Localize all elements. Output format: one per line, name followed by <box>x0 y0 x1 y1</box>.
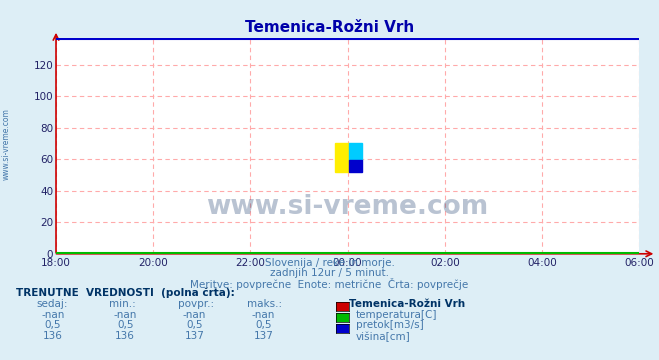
Text: -nan: -nan <box>252 310 275 320</box>
Text: min.:: min.: <box>109 299 136 309</box>
Text: -nan: -nan <box>41 310 65 320</box>
Text: Temenica-Rožni Vrh: Temenica-Rožni Vrh <box>349 299 465 309</box>
Text: Temenica-Rožni Vrh: Temenica-Rožni Vrh <box>245 20 414 35</box>
Text: www.si-vreme.com: www.si-vreme.com <box>206 194 489 220</box>
Text: -nan: -nan <box>113 310 137 320</box>
Text: www.si-vreme.com: www.si-vreme.com <box>2 108 11 180</box>
Text: TRENUTNE  VREDNOSTI  (polna črta):: TRENUTNE VREDNOSTI (polna črta): <box>16 288 235 298</box>
Text: -nan: -nan <box>183 310 206 320</box>
Text: 137: 137 <box>254 331 273 341</box>
Text: Meritve: povprečne  Enote: metrične  Črta: povprečje: Meritve: povprečne Enote: metrične Črta:… <box>190 278 469 290</box>
Text: 0,5: 0,5 <box>255 320 272 330</box>
Bar <box>335 143 349 172</box>
Text: temperatura[C]: temperatura[C] <box>356 310 438 320</box>
Bar <box>349 143 362 161</box>
Text: 137: 137 <box>185 331 204 341</box>
Text: povpr.:: povpr.: <box>178 299 214 309</box>
Text: maks.:: maks.: <box>247 299 282 309</box>
Text: 0,5: 0,5 <box>186 320 203 330</box>
Text: pretok[m3/s]: pretok[m3/s] <box>356 320 424 330</box>
Text: 0,5: 0,5 <box>117 320 134 330</box>
Text: zadnjih 12ur / 5 minut.: zadnjih 12ur / 5 minut. <box>270 268 389 278</box>
Text: sedaj:: sedaj: <box>36 299 68 309</box>
Text: 0,5: 0,5 <box>44 320 61 330</box>
Text: 136: 136 <box>43 331 63 341</box>
Text: 136: 136 <box>115 331 135 341</box>
Text: višina[cm]: višina[cm] <box>356 331 411 342</box>
Text: Slovenija / reke in morje.: Slovenija / reke in morje. <box>264 258 395 269</box>
Bar <box>349 161 362 172</box>
